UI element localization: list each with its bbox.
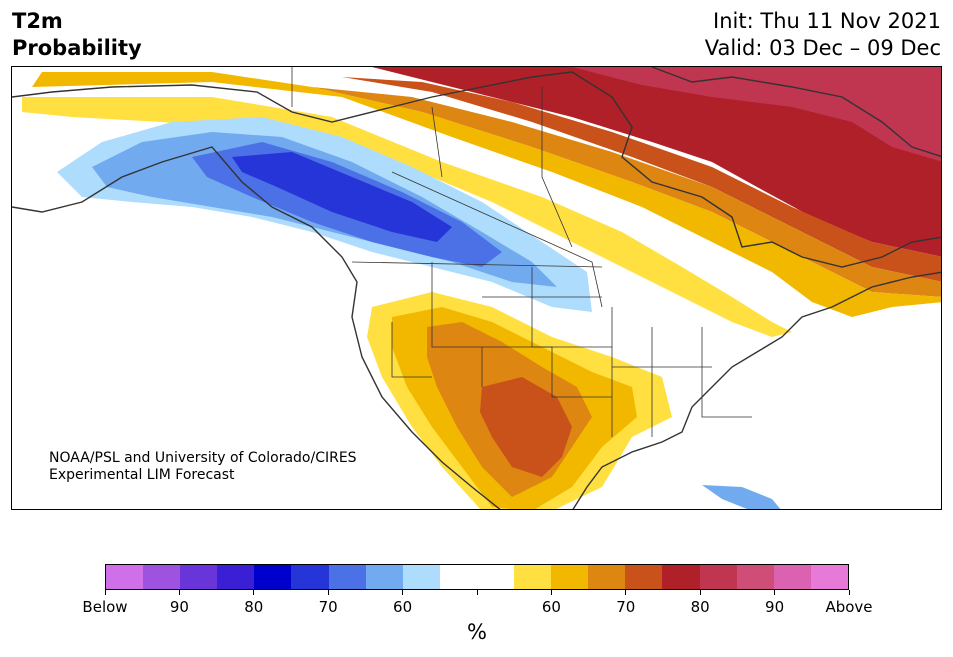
colorbar-tick	[848, 590, 850, 595]
colorbar-segment	[254, 565, 292, 589]
credit-text: NOAA/PSL and University of Colorado/CIRE…	[49, 450, 357, 484]
colorbar-tick	[774, 590, 776, 595]
date-info: Init: Thu 11 Nov 2021 Valid: 03 Dec – 09…	[705, 8, 941, 62]
region-warm-greenland	[572, 67, 941, 162]
colorbar-segment	[588, 565, 626, 589]
region-warm-northeast	[372, 67, 941, 257]
map-svg	[12, 67, 941, 509]
colorbar-tick	[253, 590, 255, 595]
colorbar-segment	[699, 565, 737, 589]
colorbar-tick	[327, 590, 329, 595]
colorbar-segment	[551, 565, 589, 589]
colorbar-segment	[180, 565, 218, 589]
region-cold-core	[232, 152, 452, 242]
region-orange-band	[342, 77, 941, 282]
region-yellow-band	[22, 97, 792, 337]
colorbar-segment	[810, 565, 848, 589]
colorbar-segment	[773, 565, 811, 589]
colorbar-tick-label: 70	[318, 598, 338, 616]
colorbar-tick-label: Above	[825, 598, 873, 616]
colorbar	[105, 564, 849, 590]
title-line-2: Probability	[12, 36, 142, 60]
colorbar-segment	[662, 565, 700, 589]
colorbar-tick-label: 60	[541, 598, 561, 616]
colorbar-segment	[736, 565, 774, 589]
colorbar-tick-label: Below	[82, 598, 128, 616]
state-borders	[291, 67, 752, 437]
colorbar-tick	[699, 590, 701, 595]
colorbar-tick-label: 80	[690, 598, 710, 616]
region-gold-band	[32, 72, 941, 317]
init-date: Init: Thu 11 Nov 2021	[713, 9, 941, 33]
colorbar-tick-label: 60	[393, 598, 413, 616]
colorbar-tick-label: 70	[616, 598, 636, 616]
colorbar-segment	[476, 565, 515, 589]
map-panel	[11, 66, 942, 510]
colorbar-tick-label: 80	[244, 598, 264, 616]
colorbar-segment	[365, 565, 403, 589]
colorbar-segment	[106, 565, 144, 589]
colorbar-segment	[328, 565, 366, 589]
colorbar-tick	[625, 590, 627, 595]
chart-title: T2m Probability	[12, 8, 142, 62]
region-caribbean-cold	[702, 485, 781, 509]
colorbar-segment	[291, 565, 329, 589]
region-sw-orange	[480, 377, 572, 477]
colorbar-segment	[217, 565, 255, 589]
colorbar-tick-label: 90	[765, 598, 785, 616]
colorbar-segment	[143, 565, 181, 589]
colorbar-tick	[550, 590, 552, 595]
credit-line-2: Experimental LIM Forecast	[49, 467, 235, 483]
colorbar-segment	[439, 565, 477, 589]
colorbar-unit: %	[467, 620, 487, 644]
region-amber-band	[312, 87, 941, 297]
colorbar-tick	[402, 590, 404, 595]
title-line-1: T2m	[12, 9, 63, 33]
colorbar-tick-label: 90	[169, 598, 189, 616]
colorbar-tick	[476, 590, 478, 595]
colorbar-segment	[514, 565, 552, 589]
colorbar-segment	[625, 565, 663, 589]
colorbar-tick	[104, 590, 106, 595]
colorbar-tick	[178, 590, 180, 595]
colorbar-segment	[402, 565, 440, 589]
valid-date: Valid: 03 Dec – 09 Dec	[704, 36, 941, 60]
credit-line-1: NOAA/PSL and University of Colorado/CIRE…	[49, 450, 357, 466]
coastlines	[12, 67, 941, 509]
